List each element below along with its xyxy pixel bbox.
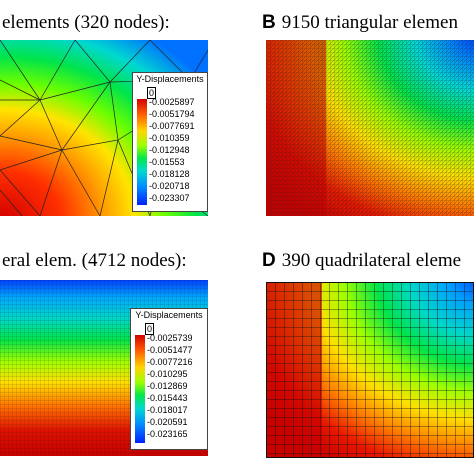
- legend-a-title: Y-Displacements: [136, 74, 204, 84]
- panel-d-plot: [266, 282, 474, 458]
- panel-d-letter: D: [262, 250, 276, 271]
- legend-a-tick: -0.01553: [149, 157, 185, 167]
- legend-a-tick: -0.023307: [149, 193, 190, 203]
- legend-a-colorbar: [137, 99, 147, 205]
- legend-a-tick: -0.018128: [149, 169, 190, 179]
- panel-b-letter: B: [262, 12, 276, 33]
- panel-b-plot: [266, 40, 474, 216]
- legend-c-tick: -0.012869: [147, 381, 188, 391]
- legend-c-colorbar: [135, 335, 145, 443]
- legend-c-zero: 0: [145, 323, 155, 335]
- legend-c-tick: -0.018017: [147, 405, 188, 415]
- legend-c-tick: -0.023165: [147, 429, 188, 439]
- panel-a-title: elements (320 nodes):: [2, 12, 170, 33]
- legend-c-tick: -0.0077216: [147, 357, 193, 367]
- legend-a-tick: -0.0051794: [149, 109, 195, 119]
- legend-c-tick: -0.015443: [147, 393, 188, 403]
- legend-a-tick: -0.0025897: [149, 97, 195, 107]
- legend-c-tick: -0.0025739: [147, 333, 193, 343]
- legend-a-tick: -0.020718: [149, 181, 190, 191]
- legend-a-zero: 0: [147, 87, 157, 99]
- panel-b-contour: [266, 40, 474, 216]
- panel-d-title: D 390 quadrilateral eleme: [262, 250, 462, 271]
- legend-a: Y-Displacements 0 -0.0025897 -0.0051794 …: [132, 72, 208, 212]
- panel-b-title: B 9150 triangular elemen: [262, 12, 458, 33]
- panel-d-contour: [266, 282, 474, 458]
- legend-c-title: Y-Displacements: [135, 310, 203, 320]
- legend-a-tick: -0.010359: [149, 133, 190, 143]
- panel-c-title: eral elem. (4712 nodes):: [2, 250, 187, 271]
- legend-c-tick: -0.0051477: [147, 345, 193, 355]
- legend-c-tick: -0.020591: [147, 417, 188, 427]
- legend-c-tick: -0.010295: [147, 369, 188, 379]
- legend-a-tick: -0.012948: [149, 145, 190, 155]
- legend-a-tick: -0.0077691: [149, 121, 195, 131]
- legend-c: Y-Displacements 0 -0.0025739 -0.0051477 …: [130, 308, 208, 450]
